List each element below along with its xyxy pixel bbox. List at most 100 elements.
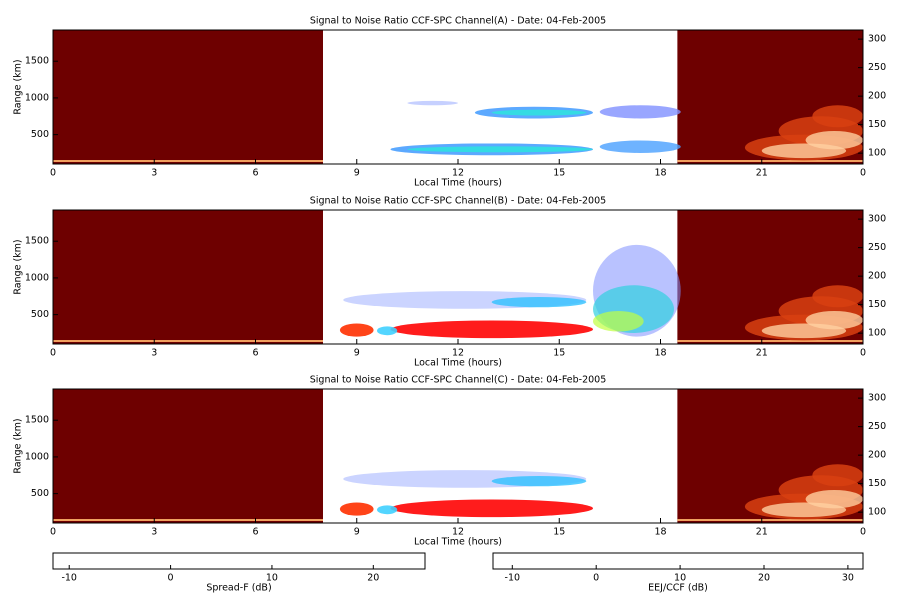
field-patch [390,499,593,518]
x-tick-label: 3 [151,348,157,359]
colorbar-tick-label: 30 [842,573,854,584]
field-patch [407,100,458,106]
y-axis-label: Range (km) [13,59,24,114]
colorbar-tick-label: -10 [61,573,77,584]
field-patch [805,310,863,330]
x-tick-label: 0 [50,168,56,179]
chart-title: Signal to Noise Ratio CCF-SPC Channel(A)… [310,16,606,27]
colorbar-tick-label: 0 [593,573,599,584]
x-tick-label: 9 [354,527,360,538]
colorbar [492,552,864,570]
field-patch [805,489,863,509]
field-patch [377,505,398,515]
x-tick-label: 21 [756,348,768,359]
x-tick-label: 15 [553,168,565,179]
y-tick-label: 500 [31,309,49,320]
x-tick-label: 0 [50,348,56,359]
field-patch [339,502,374,516]
x-tick-label: 0 [860,527,866,538]
y-tick-label: 1000 [25,92,49,103]
panel: 0 3 6 9 12 15 18 21 0 500 1000 1500 100 150 200 250 300 S… [13,375,887,548]
y2-tick-label: 250 [868,62,886,73]
x-tick-label: 12 [452,527,464,538]
y2-tick-label: 150 [868,119,886,130]
x-tick-label: 18 [654,168,666,179]
x-axis-label: Local Time (hours) [414,537,502,548]
x-tick-label: 21 [756,527,768,538]
field-patch [491,476,587,487]
field-patch [812,464,863,487]
field-patch [805,130,863,150]
field-patch [339,323,374,337]
y-tick-label: 1000 [25,451,49,462]
y2-tick-label: 300 [868,34,886,45]
field-floor [677,160,863,162]
x-tick-label: 6 [252,527,258,538]
x-tick-label: 12 [452,348,464,359]
x-tick-label: 9 [354,168,360,179]
colorbar-label: EEJ/CCF (dB) [648,583,708,594]
x-tick-label: 3 [151,168,157,179]
y-tick-label: 1000 [25,272,49,283]
colorbar-tick-label: 10 [266,573,278,584]
field-patch [377,326,398,336]
x-tick-label: 15 [553,348,565,359]
y-axis-label: Range (km) [13,239,24,294]
field-floor [677,340,863,342]
field-night [53,210,323,344]
x-tick-label: 0 [860,168,866,179]
x-tick-label: 18 [654,527,666,538]
x-tick-label: 6 [252,168,258,179]
field-patch [491,297,587,308]
panel: 0 3 6 9 12 15 18 21 0 500 1000 1500 100 150 200 250 300 S… [13,196,887,369]
panel: 0 3 6 9 12 15 18 21 0 500 1000 1500 100 150 200 250 300 S… [13,16,887,189]
colorbar-tick-label: 0 [168,573,174,584]
colorbar-tick-label: 10 [674,573,686,584]
y2-tick-label: 100 [868,507,886,518]
field-patch [491,109,587,116]
field-night [53,389,323,523]
field-patch [593,310,644,332]
y-axis-label: Range (km) [13,418,24,473]
colorbar-tick-label: 20 [367,573,379,584]
y2-tick-label: 300 [868,393,886,404]
field-patch [407,146,593,153]
y2-tick-label: 300 [868,214,886,225]
field-patch [599,105,681,119]
x-tick-label: 0 [860,348,866,359]
x-tick-label: 3 [151,527,157,538]
colorbar-tick-label: 20 [758,573,770,584]
y-tick-label: 500 [31,129,49,140]
x-tick-label: 6 [252,348,258,359]
field-patch [390,320,593,339]
field-patch [812,105,863,128]
field-floor [53,519,323,521]
y2-tick-label: 200 [868,271,886,282]
y-tick-label: 1500 [25,236,49,247]
x-tick-label: 12 [452,168,464,179]
x-tick-label: 18 [654,348,666,359]
colorbar [52,552,426,570]
y2-tick-label: 150 [868,478,886,489]
x-axis-label: Local Time (hours) [414,358,502,369]
y-tick-label: 500 [31,488,49,499]
chart-title: Signal to Noise Ratio CCF-SPC Channel(B)… [310,196,606,207]
y-tick-label: 1500 [25,415,49,426]
x-axis-label: Local Time (hours) [414,178,502,189]
chart-title: Signal to Noise Ratio CCF-SPC Channel(C)… [310,375,607,386]
field-night [53,30,323,164]
y2-tick-label: 100 [868,148,886,159]
field-patch [812,285,863,308]
colorbar-tick-label: -10 [505,573,521,584]
x-tick-label: 21 [756,168,768,179]
y-tick-label: 1500 [25,56,49,67]
y2-tick-label: 100 [868,328,886,339]
y2-tick-label: 200 [868,91,886,102]
x-tick-label: 15 [553,527,565,538]
colorbar-label: Spread-F (dB) [206,583,271,594]
field-patch [599,140,681,153]
field-floor [53,340,323,342]
x-tick-label: 9 [354,348,360,359]
y2-tick-label: 200 [868,450,886,461]
